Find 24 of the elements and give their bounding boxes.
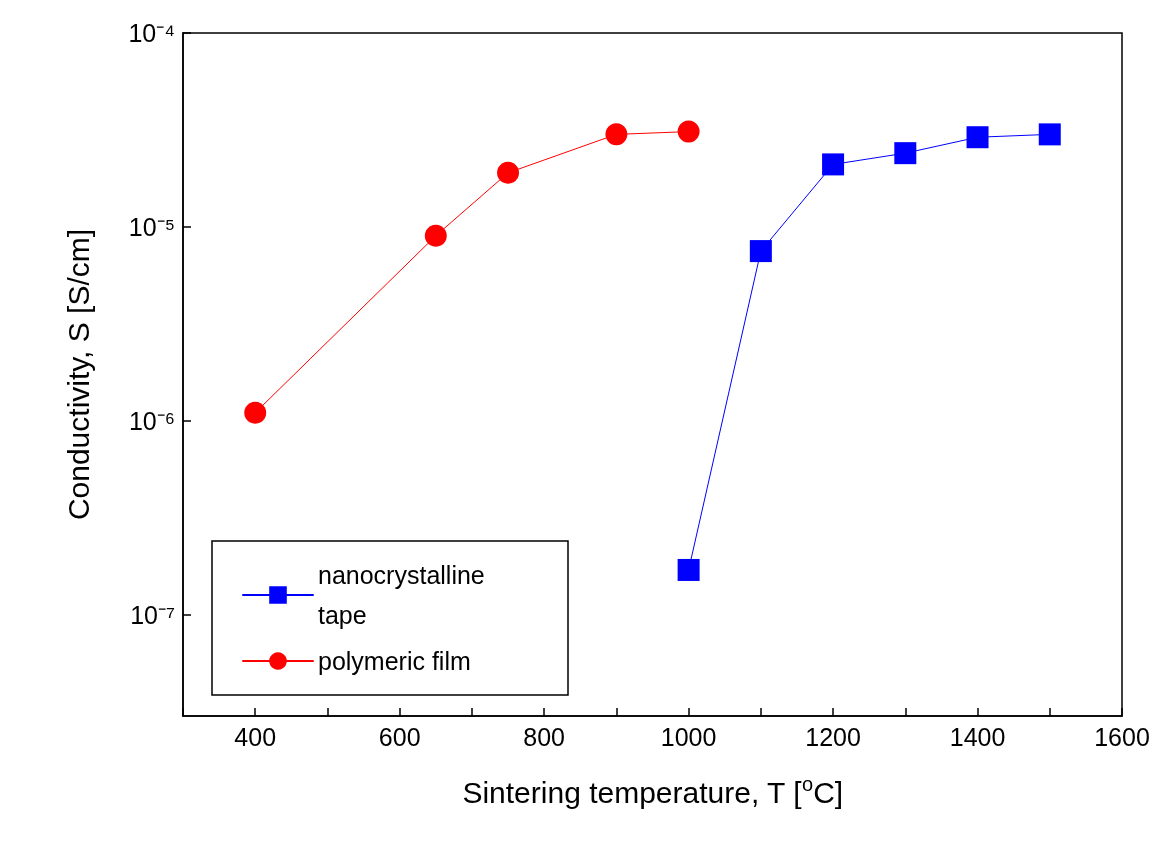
x-tick-label: 1200 (805, 722, 861, 751)
point (1038, 123, 1061, 146)
point (497, 161, 520, 184)
y-tick-label: 10⁻⁷ (130, 600, 175, 629)
x-tick-label: 1600 (1094, 722, 1150, 751)
point (966, 126, 989, 149)
point (894, 142, 917, 165)
point (605, 123, 628, 146)
y-axis-title: Conductivity, S [S/cm] (61, 228, 95, 521)
legend-label: polymeric film (318, 647, 471, 675)
x-tick-label: 400 (234, 722, 277, 751)
point (677, 558, 700, 581)
x-tick-label: 1400 (949, 722, 1006, 751)
point (424, 224, 447, 247)
y-tick-label: 10⁻⁵ (128, 212, 175, 241)
y-tick-label: 10⁻⁶ (128, 406, 175, 435)
point (677, 120, 700, 143)
x-tick-label: 1000 (660, 722, 717, 751)
y-tick-label: 10⁻⁴ (128, 19, 175, 47)
x-tick-label: 600 (378, 722, 421, 751)
point (749, 240, 772, 263)
x-tick-label: 800 (523, 722, 566, 751)
point (244, 401, 267, 424)
point (822, 153, 845, 176)
